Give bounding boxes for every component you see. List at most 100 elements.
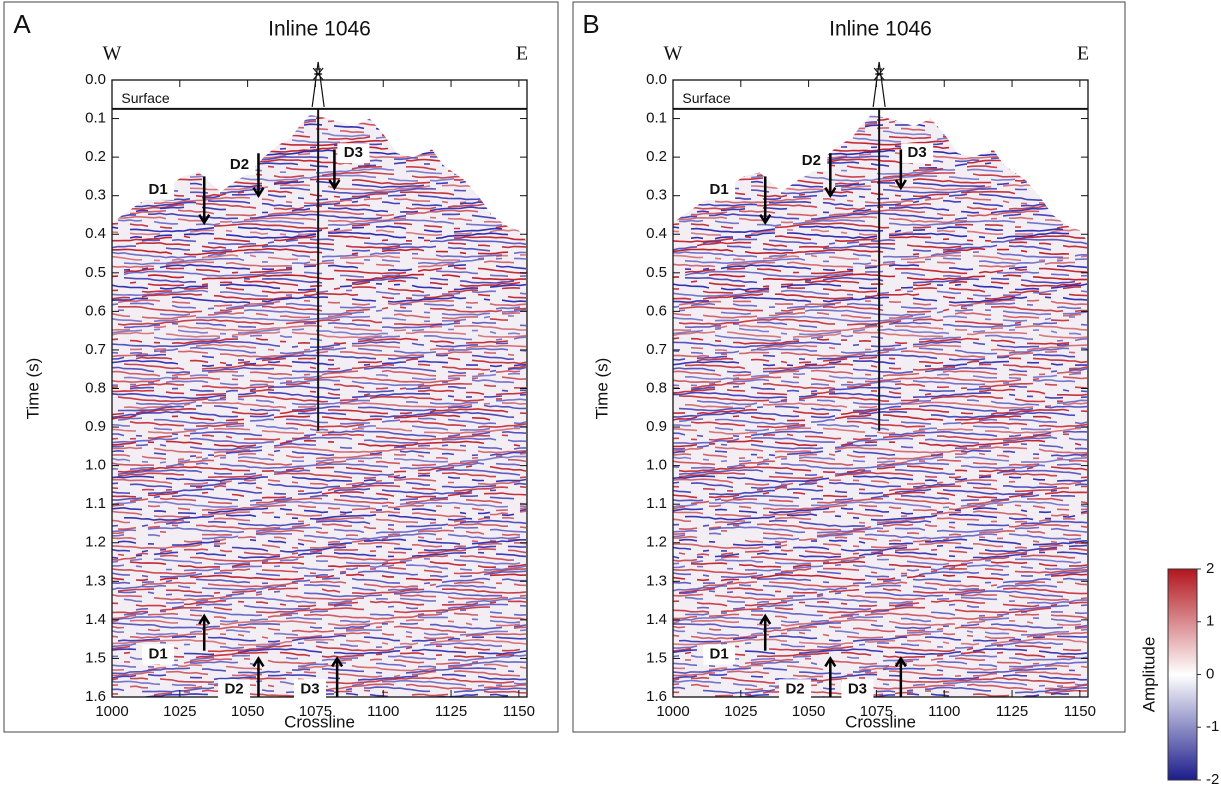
- reflector: [702, 238, 1088, 246]
- annotation-label: D1: [710, 181, 729, 198]
- annotation-label: D2: [785, 680, 804, 697]
- reflector: [112, 359, 527, 368]
- annotation-label: D2: [230, 156, 249, 173]
- reflector: [112, 529, 521, 537]
- reflector: [714, 334, 1088, 342]
- reflector: [135, 603, 527, 611]
- arrow-head: [252, 656, 265, 668]
- reflector: [678, 299, 1088, 307]
- reflector: [141, 580, 527, 589]
- reflector: [673, 504, 1088, 512]
- reflector: [112, 375, 527, 384]
- reflector: [123, 401, 527, 410]
- reflector: [673, 452, 1088, 460]
- annotation-label: D3: [908, 144, 927, 161]
- reflector: [673, 529, 1082, 537]
- reflector: [117, 468, 521, 476]
- reflector: [117, 548, 527, 556]
- reflector: [673, 235, 1087, 243]
- reflector: [684, 257, 1088, 266]
- y-tick-label: 0.2: [85, 148, 106, 165]
- reflector: [153, 334, 527, 342]
- reflector: [112, 388, 527, 396]
- reflector: [673, 631, 1088, 640]
- y-tick-label: 0.9: [646, 418, 667, 435]
- reflector: [673, 638, 1088, 646]
- reflector: [673, 478, 1082, 486]
- reflector: [696, 399, 1088, 406]
- reflector: [117, 522, 527, 531]
- colorbar-tick-label: 2: [1206, 560, 1214, 577]
- annotation-box: [703, 179, 736, 200]
- x-axis-label: Crossline: [845, 712, 916, 731]
- y-axis-label: Time (s): [592, 358, 611, 420]
- reflector: [685, 96, 1087, 101]
- reflector: [123, 372, 521, 381]
- x-tick-label: 1025: [163, 703, 196, 720]
- reflector: [112, 86, 526, 91]
- reflector: [112, 331, 527, 339]
- arrow-head: [331, 656, 344, 668]
- reflector: [673, 347, 1088, 355]
- reflector: [112, 222, 527, 230]
- reflector: [673, 664, 1088, 672]
- reflector: [123, 596, 527, 604]
- reflector: [673, 391, 1088, 399]
- reflector: [673, 430, 1088, 438]
- x-tick-label: 1100: [928, 703, 960, 720]
- reflector: [673, 507, 1088, 515]
- reflector: [678, 309, 1088, 317]
- reflector: [112, 407, 527, 416]
- y-tick-label: 1.4: [85, 611, 106, 628]
- reflector: [673, 293, 1088, 301]
- reflector: [673, 567, 1088, 576]
- reflector: [123, 263, 527, 272]
- reflector: [112, 427, 521, 435]
- reflector: [124, 89, 526, 95]
- reflector: [112, 382, 527, 390]
- well-derrick: [311, 61, 325, 108]
- y-tick-label: 1.2: [85, 534, 106, 551]
- reflector: [123, 363, 527, 371]
- reflector: [678, 587, 1088, 595]
- reflector: [673, 541, 1088, 550]
- reflector: [673, 519, 1088, 528]
- reflector: [673, 535, 1082, 544]
- reflector: [673, 388, 1088, 396]
- reflector: [112, 474, 527, 483]
- reflector: [112, 452, 527, 461]
- reflector: [673, 485, 1088, 493]
- reflector: [112, 102, 526, 108]
- reflector: [112, 350, 515, 358]
- annotation-box: [337, 143, 370, 164]
- reflector: [673, 612, 1088, 620]
- reflector: [112, 484, 527, 492]
- y-tick-label: 1.6: [85, 688, 106, 705]
- reflector: [673, 302, 1082, 310]
- reflector: [673, 456, 1088, 463]
- well-derrick: [872, 61, 886, 108]
- reflector: [673, 616, 1082, 624]
- y-tick-label: 1.4: [646, 611, 667, 628]
- reflector: [678, 465, 1088, 473]
- annotation-box: [142, 644, 175, 665]
- reflector: [112, 570, 527, 578]
- reflector: [684, 372, 1082, 381]
- reflector: [112, 254, 526, 262]
- reflector: [673, 439, 1082, 448]
- reflector: [112, 673, 527, 681]
- reflector: [678, 547, 1088, 556]
- reflector: [112, 449, 527, 458]
- arrow-head: [824, 187, 837, 199]
- reflector: [684, 596, 1088, 605]
- seismic-image: [673, 96, 1088, 698]
- reflector: [112, 98, 520, 104]
- reflector: [673, 427, 1082, 435]
- reflector: [117, 465, 527, 473]
- reflector: [129, 497, 527, 505]
- reflector: [673, 481, 1088, 490]
- reflector: [673, 573, 1088, 582]
- reflector: [112, 615, 521, 624]
- reflector: [112, 526, 527, 534]
- reflector: [690, 560, 1088, 568]
